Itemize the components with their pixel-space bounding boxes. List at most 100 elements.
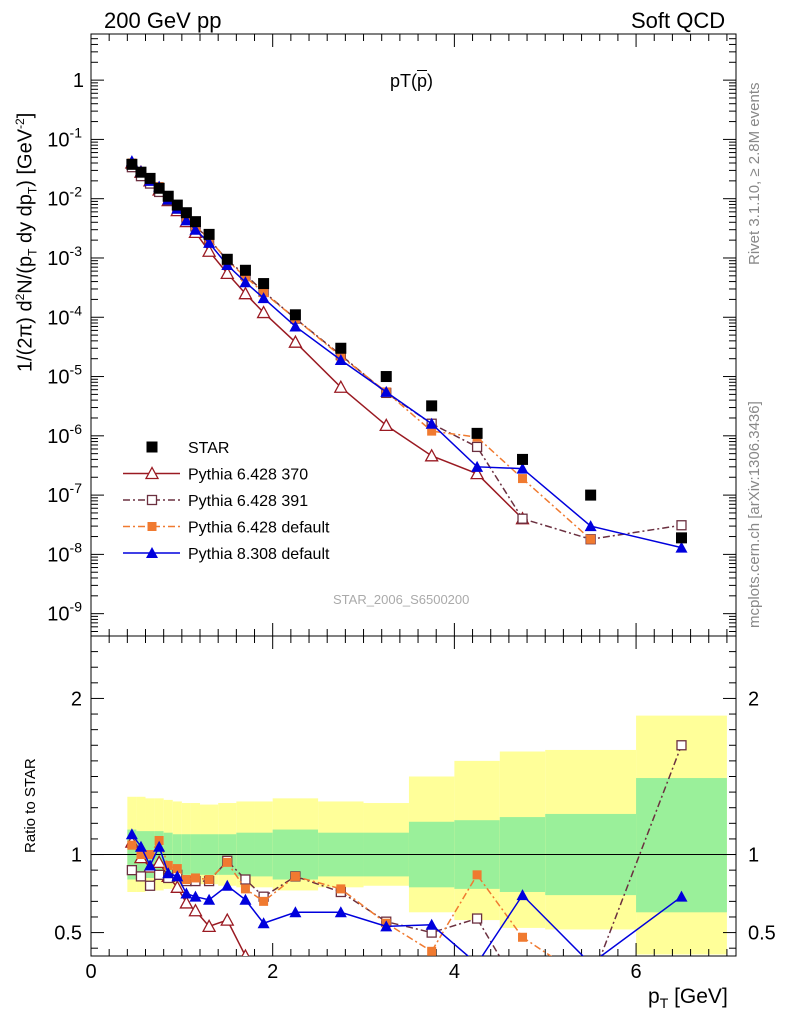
data-point [516, 462, 529, 474]
series-line-ratio [131, 745, 683, 956]
star-data-point [180, 207, 192, 219]
ratio-point [154, 835, 164, 845]
header-right: Soft QCD [631, 8, 726, 33]
data-point [189, 223, 202, 235]
rivet-label: Rivet 3.1.10, ≥ 2.8M events [746, 82, 763, 266]
y-axis-label-main: 1/(2π) d2N/(pT dy dpT) [GeV-2] [13, 112, 40, 372]
y-tick-label: 10-6 [47, 421, 82, 448]
y-tick-label: 10-4 [47, 302, 82, 329]
ratio-point [472, 870, 482, 880]
series-layer [124, 155, 688, 956]
analysis-watermark: STAR_2006_S6500200 [333, 592, 470, 607]
ratio-point [145, 850, 155, 860]
ratio-point [257, 917, 270, 929]
ratio-point [471, 913, 483, 924]
legend-label: STAR [188, 440, 229, 457]
ratio-point [425, 918, 438, 930]
series-line-main [131, 160, 682, 549]
data-point [238, 286, 253, 300]
star-data-point [380, 371, 392, 383]
ratio-point [144, 859, 157, 871]
plot-title: pT(p) [390, 71, 434, 91]
x-tick-label: 0 [85, 961, 96, 983]
data-point [239, 276, 252, 288]
data-point [288, 334, 303, 348]
ratio-tick-label-right: 0.5 [748, 923, 776, 945]
main-plot-frame: 10-9 10-8 10-7 10-6 10-5 10-4 10-3 10-2 10-1 1 [47, 33, 737, 637]
star-data-point [335, 342, 347, 354]
y-tick-label: 1 [73, 70, 84, 92]
legend: STAR Pythia 6.428 370 Pythia 6.428 391 Pyth… [123, 440, 330, 563]
ratio-point [144, 880, 156, 891]
ratio-frame-border [90, 635, 737, 957]
ratio-point [163, 860, 173, 870]
ratio-point [153, 840, 166, 852]
ratio-point [240, 884, 250, 894]
series-ratio-3 [125, 828, 688, 956]
ratio-point [125, 828, 138, 840]
legend-label: Pythia 6.428 370 [188, 467, 308, 484]
ratio-plot-frame: 0 2 4 6 0.5 0.5 1 1 2 2 [54, 635, 776, 983]
ratio-point [222, 857, 232, 867]
legend-marker [146, 547, 158, 558]
data-point [517, 513, 528, 524]
ratio-point [202, 918, 217, 932]
data-point [586, 534, 596, 544]
data-point [518, 474, 528, 484]
star-data-point [675, 532, 687, 544]
y-tick-label: 10-5 [47, 362, 82, 389]
x-axis-label: pT [GeV] [648, 985, 728, 1012]
y-tick-label: 10-9 [47, 599, 82, 626]
series-line-main [131, 166, 682, 541]
star-data-point [171, 199, 183, 211]
legend-label: Pythia 6.428 391 [188, 493, 308, 510]
star-data-point [221, 253, 233, 265]
data-point [334, 354, 347, 366]
ratio-point [259, 896, 269, 906]
star-data-point [585, 489, 597, 501]
legend-marker [147, 522, 157, 531]
star-data-point [162, 190, 174, 202]
legend-marker [144, 466, 160, 480]
ratio-point [334, 906, 347, 918]
ratio-point [172, 864, 182, 874]
star-data-point [471, 427, 483, 439]
data-point [380, 385, 393, 397]
ratio-point [188, 903, 203, 917]
ratio-point [190, 873, 200, 883]
ratio-band-inner [636, 778, 727, 913]
ratio-point [221, 879, 234, 891]
ratio-tick-label-left: 2 [71, 688, 82, 710]
data-point [256, 305, 271, 319]
star-data-point [189, 216, 201, 228]
star-data-point [517, 453, 529, 465]
ratio-point [127, 840, 137, 850]
ratio-tick-label-right: 1 [748, 845, 759, 867]
ratio-point [676, 740, 687, 751]
y-tick-label: 10-2 [47, 184, 82, 211]
y-axis-label-ratio: Ratio to STAR [22, 758, 39, 853]
data-point [427, 426, 437, 436]
star-data-point [426, 400, 438, 412]
data-point [203, 236, 216, 248]
ratio-point [179, 895, 194, 909]
star-data-point [126, 158, 138, 170]
data-point [202, 243, 217, 257]
legend-marker [146, 441, 158, 453]
ratio-point [240, 874, 251, 885]
ratio-point [170, 879, 185, 893]
ratio-point [136, 850, 146, 860]
data-point [425, 417, 438, 429]
star-data-point [239, 264, 251, 276]
legend-label: Pythia 8.308 default [188, 546, 330, 563]
data-point [180, 214, 193, 226]
y-tick-label: 10-3 [47, 243, 82, 270]
y-tick-label: 10-1 [47, 124, 82, 151]
data-point [220, 266, 235, 280]
ratio-tick-label-left: 1 [71, 845, 82, 867]
ratio-point [203, 893, 216, 905]
data-point [379, 418, 394, 432]
ratio-point [181, 875, 191, 885]
data-point [675, 541, 688, 553]
ratio-point [516, 889, 529, 901]
